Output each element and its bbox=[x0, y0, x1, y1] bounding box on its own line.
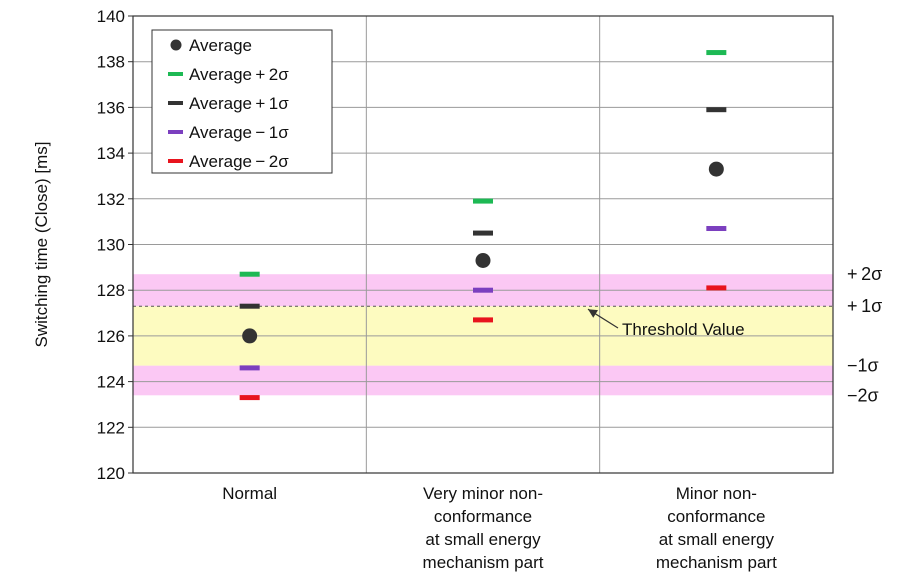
threshold-label: Threshold Value bbox=[622, 320, 745, 339]
sigma-side-label: −2σ bbox=[847, 385, 879, 405]
legend-label: Average + 2σ bbox=[189, 65, 289, 84]
x-tick-label: conformance bbox=[667, 507, 765, 526]
legend-label: Average − 1σ bbox=[189, 123, 289, 142]
x-tick-label: at small energy bbox=[425, 530, 541, 549]
legend-dash-icon bbox=[168, 159, 183, 163]
y-tick-label: 134 bbox=[97, 144, 125, 163]
sigma-dash-marker bbox=[473, 198, 493, 204]
x-tick-label: conformance bbox=[434, 507, 532, 526]
legend-label: Average − 2σ bbox=[189, 152, 289, 171]
legend-label: Average bbox=[189, 36, 252, 55]
x-tick-label: Very minor non- bbox=[423, 484, 543, 503]
sigma-dash-marker bbox=[706, 50, 727, 56]
sigma-dash-marker bbox=[706, 107, 727, 113]
sigma-dash-marker bbox=[239, 395, 260, 401]
data-marks bbox=[239, 50, 727, 401]
legend-dash-icon bbox=[168, 130, 183, 134]
sigma-dash-marker bbox=[706, 226, 727, 232]
y-tick-label: 138 bbox=[97, 53, 125, 72]
average-point bbox=[242, 328, 258, 344]
sigma-dash-marker bbox=[473, 317, 493, 323]
sigma-side-label: + 1σ bbox=[847, 296, 882, 316]
legend: Average Average + 2σ Average + 1σ Average −… bbox=[151, 29, 333, 174]
sigma-side-label: + 2σ bbox=[847, 264, 882, 284]
legend-label: Average + 1σ bbox=[189, 94, 289, 113]
sigma-dash-marker bbox=[473, 287, 493, 293]
sigma-dash-marker bbox=[239, 303, 260, 309]
x-tick-label: Normal bbox=[222, 484, 277, 503]
y-tick-label: 122 bbox=[97, 418, 125, 437]
x-tick-label: Minor non- bbox=[676, 484, 757, 503]
y-tick-label: 126 bbox=[97, 327, 125, 346]
legend-dash-icon bbox=[168, 101, 183, 105]
average-point bbox=[708, 161, 724, 177]
y-tick-label: 120 bbox=[97, 464, 125, 483]
x-tick-label: mechanism part bbox=[656, 553, 777, 572]
sigma-dash-marker bbox=[239, 271, 260, 277]
average-point bbox=[475, 252, 491, 268]
y-axis-label: Switching time (Close) [ms] bbox=[32, 142, 51, 348]
sigma-dash-marker bbox=[473, 230, 493, 236]
y-tick-label: 124 bbox=[97, 373, 125, 392]
threshold-arrow-head bbox=[588, 309, 599, 318]
legend-dash-icon bbox=[168, 72, 183, 76]
y-tick-label: 140 bbox=[97, 7, 125, 26]
threshold-band bbox=[133, 365, 833, 396]
y-tick-label: 136 bbox=[97, 98, 125, 117]
sigma-side-label: −1σ bbox=[847, 356, 879, 376]
sigma-dash-marker bbox=[706, 285, 727, 291]
sigma-labels: + 2σ + 1σ −1σ −2σ bbox=[847, 264, 882, 405]
x-tick-label: mechanism part bbox=[423, 553, 544, 572]
y-tick-label: 128 bbox=[97, 281, 125, 300]
legend-dot-icon bbox=[170, 39, 182, 51]
axes: 120 122 124 126 128 130 132 134 136 138 140 Switchi… bbox=[32, 7, 834, 572]
x-tick-label: at small energy bbox=[659, 530, 775, 549]
sigma-dash-marker bbox=[239, 365, 260, 371]
y-tick-label: 132 bbox=[97, 190, 125, 209]
y-tick-label: 130 bbox=[97, 236, 125, 255]
